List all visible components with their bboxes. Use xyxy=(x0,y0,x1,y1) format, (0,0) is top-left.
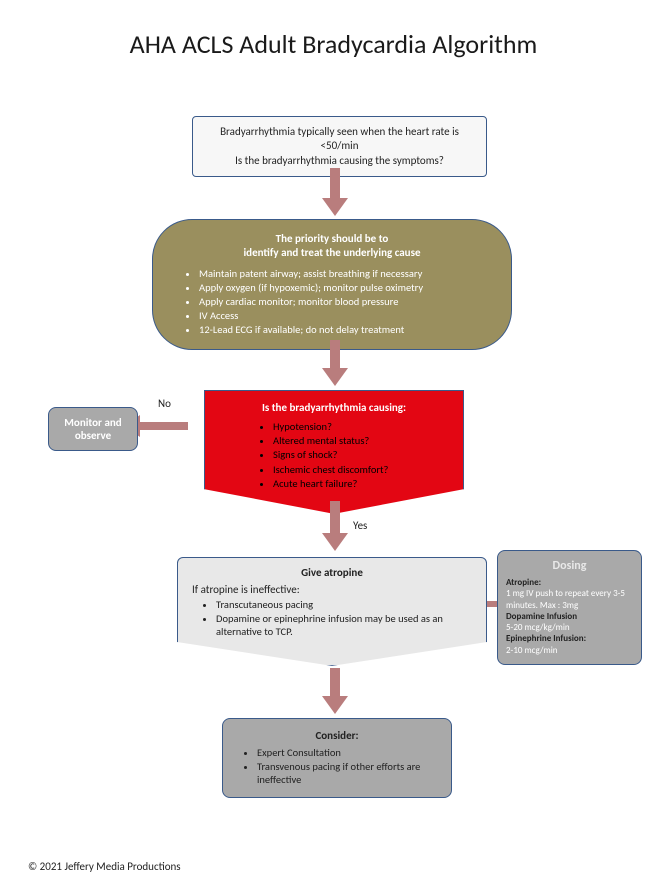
node-decision-symptoms: Is the bradyarrhythmia causing: Hypotens… xyxy=(204,390,464,514)
list-item: Ischemic chest discomfort? xyxy=(273,463,453,477)
drug-text: 5-20 mcg/kg/min xyxy=(506,622,633,633)
text: observe xyxy=(55,429,131,442)
drug-text: 2-10 mcg/min xyxy=(506,645,633,656)
list-item: Altered mental status? xyxy=(273,434,453,448)
text: identify and treat the underlying cause xyxy=(177,246,487,260)
list-item: Acute heart failure? xyxy=(273,477,453,491)
list-item: Apply oxygen (if hypoxemic); monitor pul… xyxy=(199,281,487,295)
flowchart: Bradyarrhythmia typically seen when the … xyxy=(0,60,667,880)
label-yes: Yes xyxy=(353,519,367,532)
text: Is the bradyarrhythmia causing the sympt… xyxy=(203,154,476,168)
list: Hypotension? Altered mental status? Sign… xyxy=(215,420,453,491)
list: Maintain patent airway; assist breathing… xyxy=(177,267,487,338)
drug-name: Epinephrine Infusion: xyxy=(506,633,633,644)
node-consider: Consider: Expert Consultation Transvenou… xyxy=(222,718,452,798)
node-give-atropine: Give atropine If atropine is ineffective… xyxy=(177,557,487,666)
node-identify-cause: The priority should be to identify and t… xyxy=(152,219,512,350)
text: Monitor and xyxy=(55,416,131,429)
text: Consider: xyxy=(237,729,437,742)
list: Expert Consultation Transvenous pacing i… xyxy=(237,746,437,787)
node-dosing: Dosing Atropine: 1 mg IV push to repeat … xyxy=(497,550,642,665)
text: Give atropine xyxy=(192,566,472,579)
list-item: Dopamine or epinephrine infusion may be … xyxy=(216,612,472,639)
drug-text: 1 mg IV push to repeat every 3-5 minutes… xyxy=(506,588,633,611)
text: The priority should be to xyxy=(177,232,487,246)
list-item: 12-Lead ECG if available; do not delay t… xyxy=(199,323,487,337)
text: Bradyarrhythmia typically seen when the … xyxy=(203,125,476,154)
text: If atropine is ineffective: xyxy=(192,583,472,596)
text: Dosing xyxy=(506,559,633,574)
list-item: Hypotension? xyxy=(273,420,453,434)
page-title: AHA ACLS Adult Bradycardia Algorithm xyxy=(0,0,667,60)
copyright: © 2021 Jeffery Media Productions xyxy=(28,860,181,873)
drug-name: Atropine: xyxy=(506,577,633,588)
list-item: IV Access xyxy=(199,309,487,323)
list-item: Apply cardiac monitor; monitor blood pre… xyxy=(199,295,487,309)
list-item: Maintain patent airway; assist breathing… xyxy=(199,267,487,281)
list-item: Transcutaneous pacing xyxy=(216,598,472,612)
label-no: No xyxy=(158,397,171,410)
list-item: Transvenous pacing if other efforts are … xyxy=(257,760,437,787)
text: Is the bradyarrhythmia causing: xyxy=(215,401,453,414)
drug-name: Dopamine Infusion xyxy=(506,611,633,622)
list-item: Signs of shock? xyxy=(273,448,453,462)
list-item: Expert Consultation xyxy=(257,746,437,760)
node-monitor-observe: Monitor and observe xyxy=(48,407,138,451)
list: Transcutaneous pacing Dopamine or epinep… xyxy=(192,598,472,639)
